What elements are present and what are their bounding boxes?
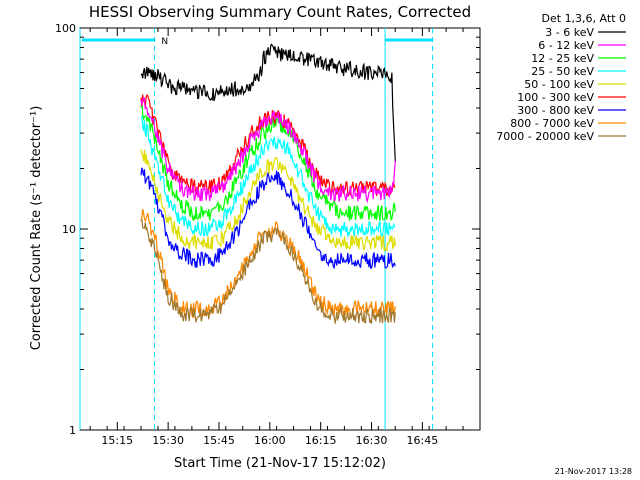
series-line-3	[140, 114, 396, 238]
x-tick-label: 16:00	[254, 434, 286, 447]
x-tick-label: 15:15	[101, 434, 133, 447]
y-tick-label: 10	[62, 223, 76, 236]
x-tick-label: 15:30	[152, 434, 184, 447]
x-tick-label: 16:30	[356, 434, 388, 447]
x-tick-label: 16:45	[407, 434, 439, 447]
plot-frame	[79, 27, 481, 431]
y-tick-label: 1	[69, 424, 76, 437]
legend-label-4: 50 - 100 keV	[524, 78, 594, 91]
plot-border	[79, 27, 481, 431]
series-line-8	[140, 219, 396, 324]
series-line-5	[140, 94, 396, 197]
y-tick-label: 100	[55, 22, 76, 35]
legend-label-5: 100 - 300 keV	[517, 91, 594, 104]
legend-label-0: 3 - 6 keV	[545, 26, 594, 39]
axes: 1 10 100 15:15 15:30 15:45 16:00 16:15 16:30 16:4…	[55, 22, 480, 447]
legend-label-2: 12 - 25 keV	[531, 52, 594, 65]
series-line-1	[140, 96, 396, 204]
night-bar-label: N	[161, 37, 168, 47]
series-line-0	[140, 43, 396, 162]
series-layer	[140, 43, 396, 324]
legend-title: Det 1,3,6, Att 0	[542, 12, 626, 25]
x-tick-label: 15:45	[203, 434, 235, 447]
chart-title: HESSI Observing Summary Count Rates, Cor…	[89, 3, 471, 21]
x-axis-label: Start Time (21-Nov-17 15:12:02)	[174, 456, 386, 471]
series-line-2	[140, 101, 396, 222]
legend-label-8: 7000 - 20000 keV	[496, 130, 594, 143]
legend-label-1: 6 - 12 keV	[538, 39, 594, 52]
legend-label-7: 800 - 7000 keV	[510, 117, 594, 130]
series-line-4	[140, 149, 396, 252]
footer-timestamp: 21-Nov-2017 13:28	[555, 467, 632, 476]
marker-lines: N	[79, 28, 434, 430]
x-tick-label: 16:15	[305, 434, 337, 447]
legend-label-3: 25 - 50 keV	[531, 65, 594, 78]
legend-label-6: 300 - 800 keV	[517, 104, 594, 117]
series-line-6	[140, 167, 396, 270]
y-axis-label: Corrected Count Rate (s⁻¹ detector⁻¹)	[29, 106, 44, 351]
